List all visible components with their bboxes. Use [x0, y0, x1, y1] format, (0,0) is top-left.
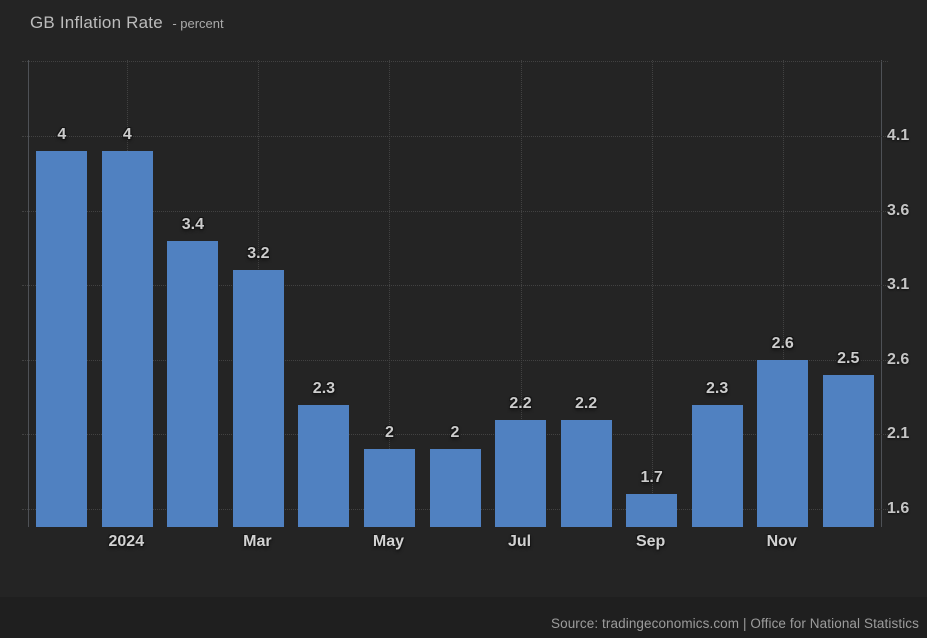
chart-header: GB Inflation Rate - percent — [30, 13, 224, 33]
gridline-horizontal — [22, 210, 888, 212]
bar[interactable] — [232, 270, 284, 527]
bar-value-label: 3.2 — [247, 245, 270, 263]
x-tick-label: Nov — [766, 533, 797, 550]
gridline-vertical — [389, 60, 391, 527]
bar[interactable] — [691, 404, 743, 527]
bar[interactable] — [167, 240, 219, 527]
bar[interactable] — [495, 419, 547, 527]
bar-value-label: 2.2 — [509, 394, 532, 412]
bar-value-label: 3.4 — [181, 215, 204, 233]
y-axis: 4.1 3.6 3.1 2.6 2.1 1.6 — [887, 60, 927, 527]
chart-subtitle: - percent — [172, 16, 224, 31]
y-tick-label: 3.6 — [887, 201, 910, 219]
gridline-horizontal — [22, 136, 888, 138]
gridline-horizontal — [22, 61, 888, 63]
gridline-vertical — [651, 60, 653, 527]
gridline-horizontal — [22, 359, 888, 361]
bar[interactable] — [429, 449, 481, 527]
gridline-horizontal — [22, 434, 888, 436]
plot-area: 4 4 3.4 3.2 2.3 2 2 2.2 2.2 1.7 2.3 2.6 2.5 — [22, 60, 888, 527]
bar[interactable] — [36, 151, 88, 527]
x-tick-label: 2024 — [108, 533, 145, 550]
chart-title: GB Inflation Rate — [30, 13, 163, 32]
gridline-vertical — [520, 60, 522, 527]
x-tick-label: Jul — [507, 533, 532, 550]
bar-value-label: 4 — [122, 126, 132, 144]
bar[interactable] — [363, 449, 415, 527]
gridline-horizontal — [22, 285, 888, 287]
bar-value-label: 2.2 — [574, 394, 598, 412]
bar-value-label: 4 — [57, 126, 67, 144]
x-axis: 2024 Mar May Jul Sep Nov — [28, 533, 880, 557]
bar-value-label: 2 — [450, 424, 460, 442]
source-text: Source: tradingeconomics.com | Office fo… — [550, 616, 919, 631]
y-tick-label: 2.6 — [887, 350, 910, 368]
bar-value-label: 2.6 — [771, 334, 794, 352]
y-tick-label: 2.1 — [887, 425, 910, 443]
bar[interactable] — [626, 494, 678, 527]
bar[interactable] — [101, 151, 153, 527]
bar[interactable] — [560, 419, 612, 527]
y-tick-label: 1.6 — [887, 500, 910, 518]
bar-value-label: 1.7 — [640, 469, 663, 487]
bar[interactable] — [757, 359, 809, 527]
bar[interactable] — [822, 374, 874, 527]
y-tick-label: 3.1 — [887, 276, 910, 294]
x-tick-label: Sep — [635, 533, 666, 550]
bar[interactable] — [298, 404, 350, 527]
x-tick-label: May — [372, 533, 405, 550]
bar-value-label: 2.3 — [706, 379, 729, 397]
bar-value-label: 2.5 — [837, 349, 860, 367]
footer-bar: Source: tradingeconomics.com | Office fo… — [0, 597, 927, 638]
gridline-vertical — [782, 60, 784, 527]
bar-value-label: 2.3 — [312, 379, 336, 397]
bar-value-label: 2 — [385, 424, 394, 442]
y-tick-label: 4.1 — [887, 127, 910, 145]
x-tick-label: Mar — [243, 533, 272, 550]
